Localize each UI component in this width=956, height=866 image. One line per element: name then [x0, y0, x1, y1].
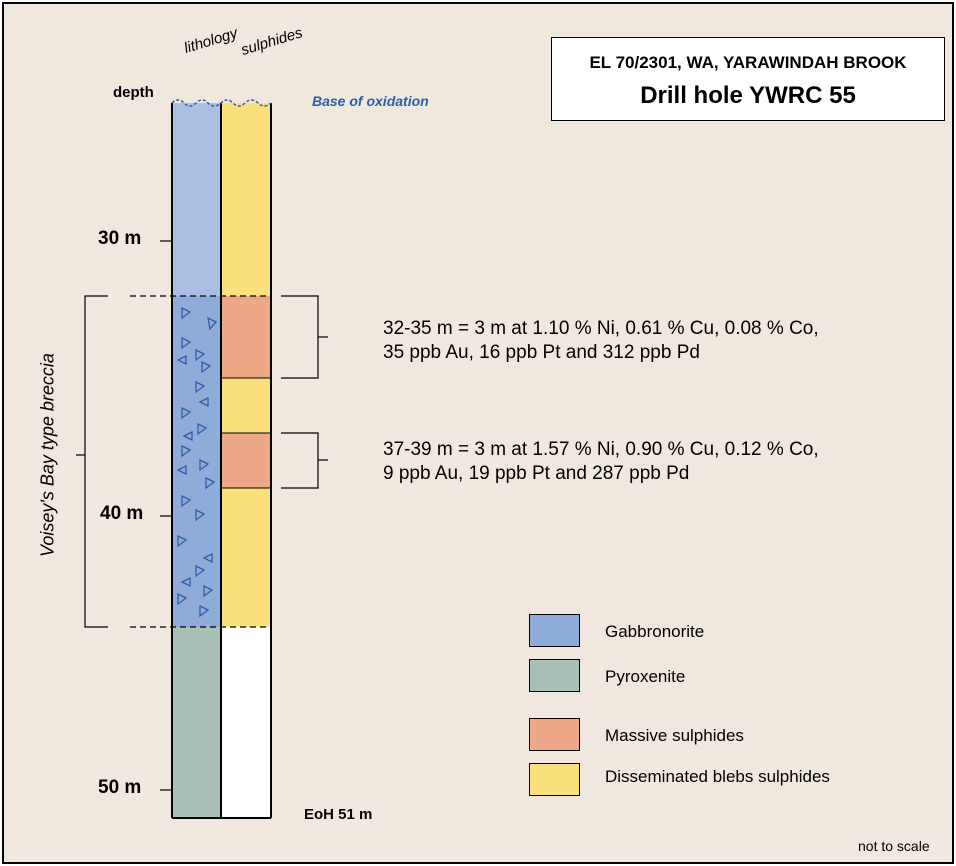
sulphides-massive-32-35 — [221, 296, 271, 378]
lithology-upper-unit — [172, 103, 221, 296]
title-line-2: Drill hole YWRC 55 — [640, 82, 856, 109]
legend-swatch-disseminated — [529, 763, 580, 796]
interval-2-text: 37-39 m = 3 m at 1.57 % Ni, 0.90 % Cu, 0… — [383, 438, 819, 486]
clast — [198, 396, 209, 408]
depth-label-30: 30 m — [98, 228, 142, 249]
lithology-gabbronorite-unit — [172, 296, 221, 627]
interval-bracket-2 — [281, 432, 319, 489]
legend-swatch-pyroxenite — [529, 659, 580, 692]
legend-swatch-massive — [529, 718, 580, 751]
interval-1-line-2: 35 ppb Au, 16 ppb Pt and 312 ppb Pd — [383, 342, 700, 363]
clast — [195, 380, 206, 394]
clast — [195, 348, 206, 362]
depth-header: depth — [113, 84, 154, 101]
clast — [195, 508, 206, 522]
depth-label-50: 50 m — [98, 777, 142, 798]
interval-2-line-2: 9 ppb Au, 19 ppb Pt and 287 ppb Pd — [383, 463, 690, 484]
legend-label-pyroxenite: Pyroxenite — [605, 667, 686, 686]
not-to-scale-note: not to scale — [858, 838, 930, 854]
clast — [207, 316, 218, 331]
breccia-bracket — [76, 295, 108, 628]
clast — [201, 360, 212, 374]
clast — [176, 354, 187, 366]
clast — [202, 552, 213, 564]
clast — [181, 306, 192, 320]
clast — [205, 476, 216, 490]
title-box: EL 70/2301, WA, YARAWINDAH BROOK Drill h… — [551, 37, 945, 121]
legend-label-disseminated: Disseminated blebs sulphides — [605, 767, 830, 786]
clast — [197, 422, 208, 436]
clast — [176, 464, 187, 476]
interval-1-line-1: 32-35 m = 3 m at 1.10 % Ni, 0.61 % Cu, 0… — [383, 318, 819, 339]
clast — [177, 534, 188, 548]
base-of-oxidation-label: Base of oxidation — [312, 93, 429, 109]
clast — [181, 336, 192, 350]
sulphides-massive-37-39 — [221, 433, 271, 488]
clast — [195, 564, 206, 578]
sulphides-disseminated-35-37 — [221, 378, 271, 433]
legend-label-gabbronorite: Gabbronorite — [605, 622, 705, 641]
clast — [181, 406, 192, 420]
interval-1-text: 32-35 m = 3 m at 1.10 % Ni, 0.61 % Cu, 0… — [383, 317, 819, 365]
depth-label-40: 40 m — [100, 503, 144, 524]
sulphides-disseminated-39-45 — [221, 488, 271, 627]
clast — [180, 576, 191, 588]
clast — [203, 584, 214, 598]
sulphides-barren — [221, 627, 271, 818]
clast — [181, 444, 192, 458]
breccia-label: Voisey's Bay type breccia — [37, 353, 58, 557]
legend-label-massive: Massive sulphides — [605, 726, 744, 745]
interval-2-line-1: 37-39 m = 3 m at 1.57 % Ni, 0.90 % Cu, 0… — [383, 439, 819, 460]
end-of-hole-label: EoH 51 m — [304, 806, 373, 823]
clast — [182, 430, 193, 442]
oxidation-wave — [171, 99, 272, 107]
sulphides-disseminated-upper — [221, 103, 271, 296]
clast — [181, 494, 192, 508]
legend-swatch-gabbronorite — [529, 614, 580, 647]
breccia-clasts — [176, 306, 218, 618]
clast — [177, 592, 188, 606]
title-line-1: EL 70/2301, WA, YARAWINDAH BROOK — [589, 53, 907, 72]
lithology-pyroxenite-unit — [172, 627, 221, 818]
clast — [199, 604, 210, 618]
clast — [199, 458, 210, 472]
interval-bracket-1 — [281, 295, 319, 379]
